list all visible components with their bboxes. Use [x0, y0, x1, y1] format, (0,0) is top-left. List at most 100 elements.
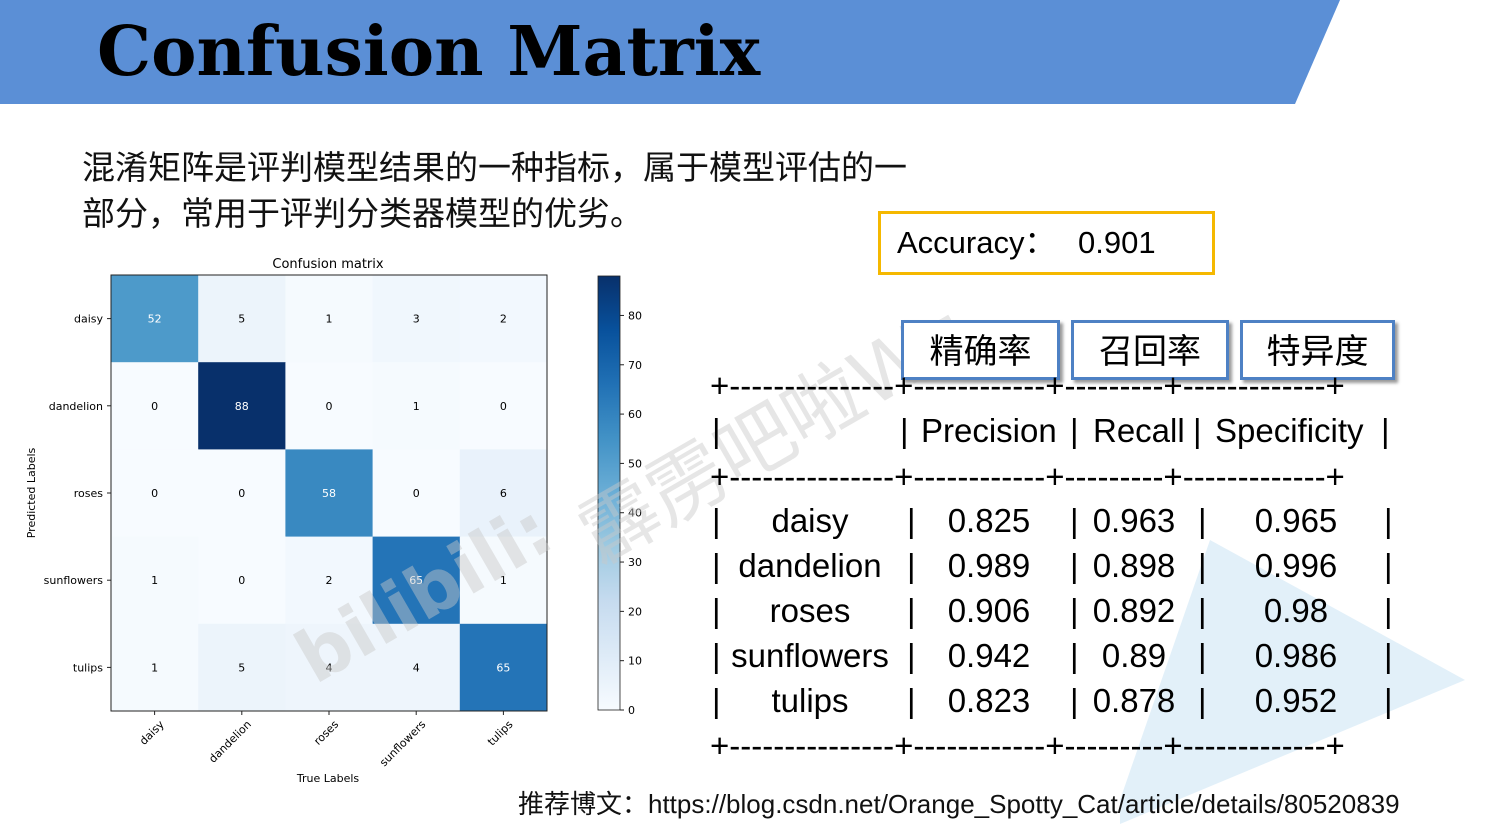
table-pipe: |: [1384, 592, 1393, 629]
colorbar-tick-label: 10: [628, 655, 642, 668]
table-row-label: daisy: [771, 502, 849, 539]
heatmap-cell: [285, 275, 374, 363]
heatmap-cell: [372, 623, 461, 712]
heatmap-value-label: 52: [148, 313, 162, 326]
table-pipe: |: [712, 412, 721, 449]
accuracy-value: 0.901: [1078, 225, 1156, 260]
heatmap-cell: [372, 536, 461, 625]
table-row-label: tulips: [771, 682, 849, 719]
colorbar-tick-label: 20: [628, 605, 642, 618]
heatmap-value-label: 58: [322, 487, 336, 500]
heatmap-cell: [111, 275, 199, 363]
heatmap-cell: [198, 623, 286, 712]
heatmap-value-label: 0: [238, 487, 245, 500]
heatmap-value-label: 1: [151, 661, 158, 674]
header-band: [0, 0, 1340, 104]
accuracy-label: Accuracy：: [897, 225, 1056, 260]
table-pipe: |: [712, 637, 721, 674]
heatmap-cell: [459, 536, 548, 625]
x-tick-label: sunflowers: [377, 718, 428, 769]
heatmap-value-label: 3: [413, 313, 420, 326]
heatmap-value-label: 65: [409, 574, 423, 587]
colorbar-tick-label: 30: [628, 556, 642, 569]
metric-tab-recall: 召回率: [1071, 320, 1229, 380]
x-tick-label: roses: [311, 718, 341, 748]
table-cell-recall: 0.892: [1092, 592, 1176, 629]
table-pipe: |: [1381, 412, 1390, 449]
table-row-label: roses: [769, 592, 851, 629]
table-pipe: |: [712, 592, 721, 629]
y-tick-label: dandelion: [49, 400, 103, 413]
y-tick-label: daisy: [74, 313, 104, 326]
colorbar: [597, 275, 621, 711]
table-pipe: |: [712, 547, 721, 584]
heatmap-value-label: 4: [326, 661, 333, 674]
y-tick-label: tulips: [73, 661, 103, 674]
table-cell-precision: 0.823: [947, 682, 1031, 719]
heatmap-cell: [372, 449, 461, 538]
table-header-precision: Precision: [921, 412, 1057, 449]
confusion-matrix-chart: 52 5 1 3 20 88 0 1 00 0 58 0 61 0 2 65 11 5 4 4 65 daisydand…: [25, 257, 642, 785]
metric-tab-specificity: 特异度: [1240, 320, 1395, 380]
table-cell-specificity: 0.952: [1254, 682, 1338, 719]
table-pipe: |: [712, 502, 721, 539]
heatmap-cell: [372, 275, 461, 363]
heatmap-value-label: 1: [151, 574, 158, 587]
table-cell-specificity: 0.986: [1254, 637, 1338, 674]
table-cell-precision: 0.942: [947, 637, 1031, 674]
table-pipe: |: [1384, 637, 1393, 674]
heatmap-values: 52 5 1 3 2 0 88 0 1 0 0 0 58 0 6 1 0 2 65 1 1 5 4 4 65: [148, 313, 511, 675]
intro-text-line-1: 混淆矩阵是评判模型结果的一种指标，属于模型评估的一: [82, 148, 907, 187]
heatmap-cell: [285, 362, 374, 450]
heatmap-cell: [111, 623, 199, 712]
heatmap-cell: [459, 623, 548, 712]
heatmap-value-label: 0: [326, 400, 333, 413]
chart-ylabel: Predicted Labels: [25, 447, 38, 538]
table-cell-precision: 0.906: [947, 592, 1031, 629]
table-cell-recall: 0.898: [1092, 547, 1176, 584]
y-tick-label: roses: [74, 487, 104, 500]
y-tick-label: sunflowers: [44, 574, 104, 587]
heatmap-value-label: 1: [326, 313, 333, 326]
heatmap-value-label: 0: [151, 400, 158, 413]
table-pipe: |: [1070, 412, 1079, 449]
colorbar-tick-label: 50: [628, 457, 642, 470]
heatmap-cell: [459, 449, 548, 538]
table-pipe: |: [1070, 592, 1079, 629]
heatmap-value-label: 0: [151, 487, 158, 500]
heatmap-value-label: 4: [413, 661, 420, 674]
heatmap-value-label: 1: [413, 400, 420, 413]
colorbar-ticks: 0 10 20 30 40 50 60 70 80: [620, 309, 642, 717]
table-pipe: |: [907, 502, 916, 539]
table-border-bottom: +---------------+------------+---------+…: [710, 727, 1345, 764]
table-pipe: |: [1198, 682, 1207, 719]
table-cell-precision: 0.825: [947, 502, 1031, 539]
table-pipe: |: [1070, 682, 1079, 719]
colorbar-tick-label: 60: [628, 408, 642, 421]
heatmap-value-label: 2: [326, 574, 333, 587]
heatmap-value-label: 1: [500, 574, 507, 587]
heatmap-value-label: 0: [238, 574, 245, 587]
heatmap-cell: [198, 275, 286, 363]
table-pipe: |: [1198, 502, 1207, 539]
heatmap-cell: [285, 449, 374, 538]
table-pipe: |: [1070, 637, 1079, 674]
heatmap-cells: [111, 275, 548, 712]
chart-xlabel: True Labels: [296, 772, 360, 785]
background-triangle-shape: [1120, 540, 1465, 824]
heatmap-value-label: 88: [235, 400, 249, 413]
table-border-mid: +---------------+------------+---------+…: [710, 458, 1345, 495]
heatmap-cell: [285, 623, 374, 712]
colorbar-tick-label: 70: [628, 359, 642, 372]
colorbar-tick-label: 0: [628, 704, 635, 717]
heatmap-cell: [111, 362, 199, 450]
table-pipe: |: [1198, 547, 1207, 584]
heatmap-cell: [459, 362, 548, 450]
heatmap-cell: [198, 536, 286, 625]
heatmap-value-label: 65: [496, 661, 510, 674]
heatmap-cell: [372, 362, 461, 450]
table-cell-recall: 0.963: [1092, 502, 1176, 539]
colorbar-tick-label: 80: [628, 309, 642, 322]
table-pipe: |: [1384, 682, 1393, 719]
